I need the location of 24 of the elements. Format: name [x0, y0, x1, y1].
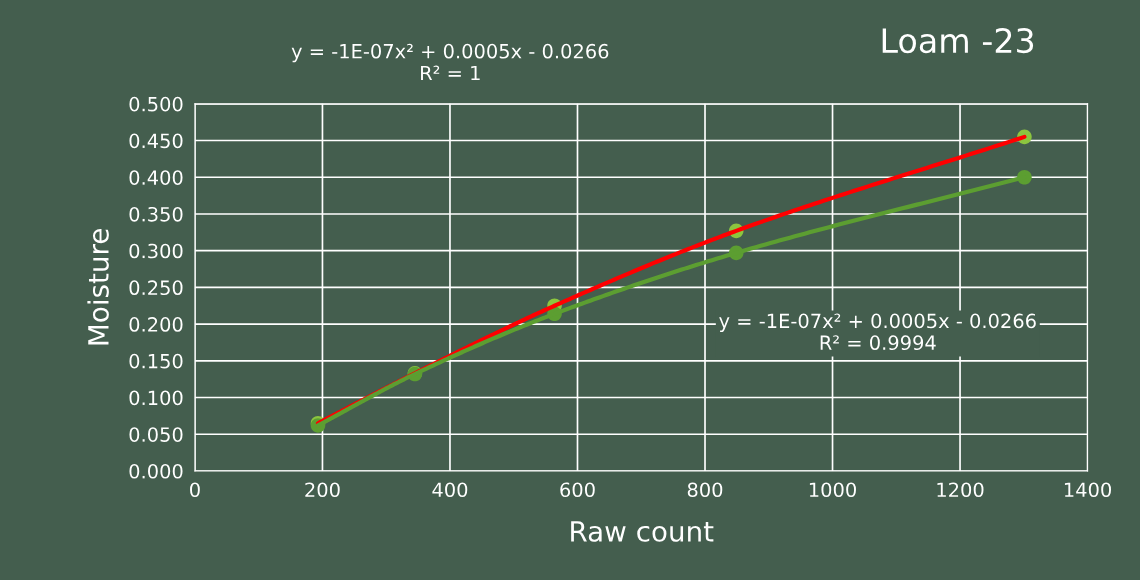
annotation: y = -1E-07x² + 0.0005x - 0.0266 R² = 0.9994 — [719, 313, 1036, 351]
y-tick-label: 0.350 — [129, 206, 183, 222]
y-tick-label: 0.500 — [129, 96, 183, 112]
x-tick-label: 1200 — [937, 482, 984, 498]
x-tick-label: 0 — [190, 482, 200, 498]
x-tick-label: 400 — [432, 482, 468, 498]
y-tick-label: 0.200 — [129, 317, 183, 332]
x-tick-label: 200 — [305, 482, 340, 498]
x-tick-label: 600 — [560, 482, 595, 498]
y-tick-label: 0.100 — [129, 390, 183, 406]
x-axis-title: Raw count — [571, 521, 714, 542]
y-tick-label: 0.150 — [129, 353, 183, 369]
x-tick-label: 1000 — [809, 482, 856, 498]
y-tick-label: 0.250 — [129, 280, 183, 296]
y-tick-label: 0.050 — [129, 427, 183, 442]
x-tick-label: 1400 — [1064, 482, 1112, 498]
y-tick-label: 0.400 — [129, 170, 183, 185]
text: y = -1E-07x² + 0.0005x - 0.0266 R² = 1 — [291, 43, 609, 81]
y-tick-label: 0.450 — [129, 133, 183, 149]
y-tick-label: 0.000 — [129, 463, 183, 479]
y-axis-title: Moisture — [87, 229, 109, 345]
x-tick-label: 800 — [687, 482, 723, 498]
y-tick-label: 0.300 — [129, 243, 183, 259]
chart-title: Loam -23 — [882, 27, 1034, 54]
